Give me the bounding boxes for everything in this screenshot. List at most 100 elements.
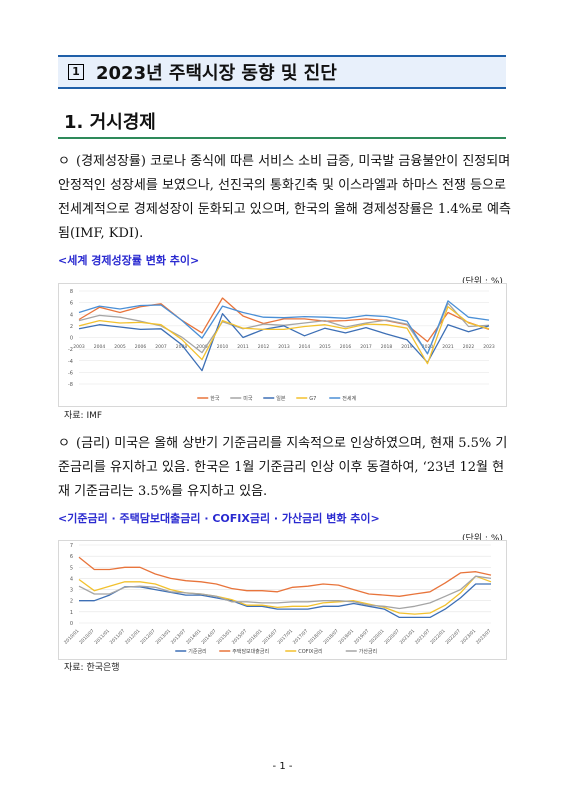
chart1-frame: 8 6 4 2 0 -2 -4 -6 -8 2003 2004 2005 2006 2007 2008 200… [58, 283, 507, 407]
legend-label: 가산금리 [359, 648, 377, 655]
series-line [78, 556, 492, 597]
series-line [78, 297, 490, 343]
chart2-source: 자료: 한국은행 [64, 663, 120, 673]
x-tick-label: 2017/07 [292, 628, 310, 646]
x-tick-label: 2022/07 [444, 628, 462, 646]
x-tick-label: 2010 [217, 344, 229, 350]
y-tick-label: -8 [68, 382, 73, 388]
x-tick-label: 2014/01 [185, 628, 203, 646]
chart1-unit: (단위 : %) [462, 277, 503, 287]
x-tick-label: 2007 [155, 344, 167, 350]
x-tick-label: 2008 [176, 344, 188, 350]
x-tick-label: 2005 [114, 344, 126, 350]
x-tick-label: 2023/07 [475, 628, 493, 646]
x-tick-label: 2013/01 [155, 628, 173, 646]
y-tick-label: 3 [70, 588, 73, 594]
x-tick-label: 2011/01 [93, 628, 111, 646]
legend-label: 기준금리 [188, 648, 206, 655]
bullet-marker: ㅇ [58, 154, 70, 169]
x-tick-label: 2020 [422, 344, 434, 350]
x-tick-label: 2015/07 [231, 628, 249, 646]
y-tick-label: 8 [70, 289, 73, 295]
series-line [78, 300, 490, 355]
x-tick-label: 2022 [463, 344, 475, 350]
series-line [78, 575, 492, 610]
legend-label: 일본 [276, 395, 286, 402]
x-tick-label: 2017/01 [277, 628, 295, 646]
section-title: 1. 거시경제 [64, 112, 156, 133]
x-tick-label: 2006 [135, 344, 147, 350]
x-tick-label: 2015/01 [216, 628, 234, 646]
y-tick-label: 4 [70, 576, 73, 582]
x-tick-label: 2019/07 [353, 628, 371, 646]
y-tick-label: 7 [70, 543, 73, 549]
chart2-frame: 7 6 5 4 3 2 1 0 2010/01 2010/07 2011/01 2011/07 2012… [58, 540, 507, 660]
chart2-unit: (단위 : %) [462, 534, 503, 544]
chart1-source: 자료: IMF [64, 411, 103, 421]
chart2-caption: <기준금리 · 주택담보대출금리 · COFIX금리 · 가산금리 변화 추이> [58, 512, 380, 525]
x-tick-label: 2019/01 [338, 628, 356, 646]
paragraph-growth: ㅇ (경제성장률) 코로나 종식에 따른 서비스 소비 급증, 미국발 금융불안이… [58, 150, 513, 246]
x-tick-label: 2003 [73, 344, 85, 350]
x-tick-label: 2021 [442, 344, 454, 350]
y-tick-label: 2 [70, 599, 73, 605]
x-tick-label: 2011 [237, 344, 249, 350]
paragraph-text: (경제성장률) 코로나 종식에 따른 서비스 소비 급증, 미국발 금융불안이 … [58, 154, 511, 241]
x-tick-label: 2021/01 [399, 628, 417, 646]
x-tick-label: 2019 [401, 344, 413, 350]
x-tick-label: 2023 [483, 344, 495, 350]
x-tick-label: 2017 [360, 344, 372, 350]
section-divider [58, 137, 506, 139]
x-tick-label: 2020/01 [368, 628, 386, 646]
chart1-svg: 8 6 4 2 0 -2 -4 -6 -8 2003 2004 2005 2006 2007 2008 200… [68, 289, 495, 402]
x-tick-label: 2014/07 [200, 628, 218, 646]
x-tick-label: 2013 [278, 344, 290, 350]
x-tick-label: 2021/07 [414, 628, 432, 646]
y-tick-label: 0 [70, 621, 73, 627]
x-tick-label: 2015 [319, 344, 331, 350]
y-tick-label: 6 [70, 554, 73, 560]
y-tick-label: 5 [70, 565, 73, 571]
x-tick-label: 2011/07 [109, 628, 127, 646]
x-tick-label: 2020/07 [383, 628, 401, 646]
legend-label: 주택담보대출금리 [232, 648, 269, 655]
document-title: 2023년 주택시장 동향 및 진단 [96, 63, 337, 84]
legend-label: 미국 [243, 395, 253, 402]
y-tick-label: 0 [70, 336, 73, 342]
series-line [78, 306, 490, 365]
y-tick-label: -4 [68, 359, 73, 365]
x-tick-label: 2016/07 [261, 628, 279, 646]
y-tick-label: -2 [68, 347, 73, 353]
bullet-marker: ㅇ [58, 436, 70, 451]
series-line [79, 583, 491, 619]
x-tick-label: 2012 [258, 344, 270, 350]
paragraph-interest: ㅇ (금리) 미국은 올해 상반기 기준금리를 지속적으로 인상하였으며, 현재 … [58, 432, 513, 504]
y-tick-label: 1 [70, 610, 73, 616]
series-line [78, 313, 490, 372]
title-number-box: 1 [68, 64, 84, 80]
series-line [78, 575, 492, 615]
x-tick-label: 2018/07 [322, 628, 340, 646]
legend-label: 전세계 [342, 395, 356, 402]
page-number: - 1 - [272, 761, 293, 772]
chart1-caption: <세계 경제성장률 변화 추이> [58, 254, 200, 267]
x-tick-label: 2010/07 [78, 628, 96, 646]
legend-label: 한국 [210, 396, 220, 402]
y-tick-label: 6 [70, 301, 73, 307]
x-tick-label: 2016/01 [246, 628, 264, 646]
chart2-svg: 765432102010/012010/072011/012011/072012… [63, 543, 493, 655]
document-title-box: 1 2023년 주택시장 동향 및 진단 [58, 55, 506, 89]
y-tick-label: 4 [70, 312, 73, 318]
legend-label: COFIX금리 [298, 648, 322, 655]
x-tick-label: 2010/01 [63, 628, 81, 646]
x-tick-label: 2022/01 [429, 628, 447, 646]
x-tick-label: 2012/07 [139, 628, 157, 646]
x-tick-label: 2004 [94, 344, 106, 350]
x-tick-label: 2023/01 [460, 628, 478, 646]
paragraph-text: (금리) 미국은 올해 상반기 기준금리를 지속적으로 인상하였으며, 현재 5… [58, 436, 508, 499]
y-tick-label: 2 [70, 324, 73, 330]
x-tick-label: 2018/01 [307, 628, 325, 646]
y-tick-label: -6 [68, 370, 73, 376]
x-tick-label: 2012/01 [124, 628, 142, 646]
x-tick-label: 2016 [340, 344, 352, 350]
